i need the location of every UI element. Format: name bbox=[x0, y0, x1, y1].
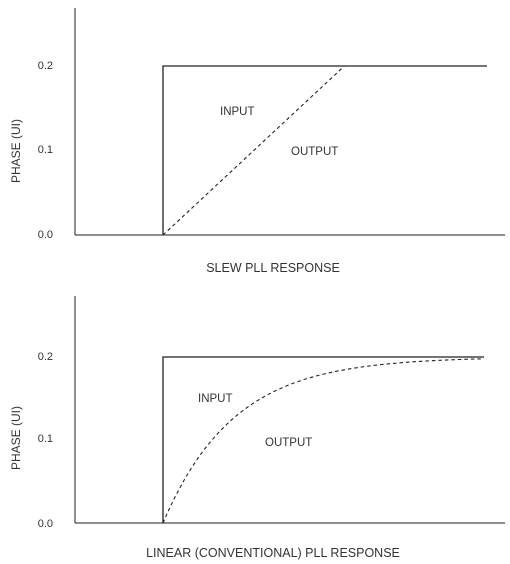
input-series-line bbox=[162, 356, 484, 523]
chart-title: LINEAR (CONVENTIONAL) PLL RESPONSE bbox=[146, 546, 400, 560]
chart-title: SLEW PLL RESPONSE bbox=[206, 261, 340, 275]
y-axis-label: PHASE (UI) bbox=[9, 119, 23, 183]
output-series-label: OUTPUT bbox=[265, 437, 312, 449]
y-tick-label-0.2: 0.2 bbox=[38, 351, 53, 363]
input-series-line bbox=[162, 65, 487, 235]
output-series-label: OUTPUT bbox=[291, 146, 338, 158]
y-tick-label-0.2: 0.2 bbox=[38, 60, 53, 72]
y-tick-label-0.0: 0.0 bbox=[38, 229, 53, 241]
y-tick-label-0.1: 0.1 bbox=[38, 144, 53, 156]
input-series-label: INPUT bbox=[220, 106, 255, 118]
y-axis-label: PHASE (UI) bbox=[9, 406, 23, 470]
linear-chart: 0.2 0.1 0.0 PHASE (UI) INPUT OUTPUT LINE… bbox=[9, 296, 505, 560]
y-tick-label-0.0: 0.0 bbox=[38, 518, 53, 530]
slew-chart: 0.2 0.1 0.0 PHASE (UI) INPUT OUTPUT SLEW… bbox=[9, 8, 505, 275]
y-tick-label-0.1: 0.1 bbox=[38, 433, 53, 445]
output-series-line bbox=[162, 65, 345, 236]
input-series-label: INPUT bbox=[198, 393, 233, 405]
output-series-line bbox=[162, 358, 485, 524]
